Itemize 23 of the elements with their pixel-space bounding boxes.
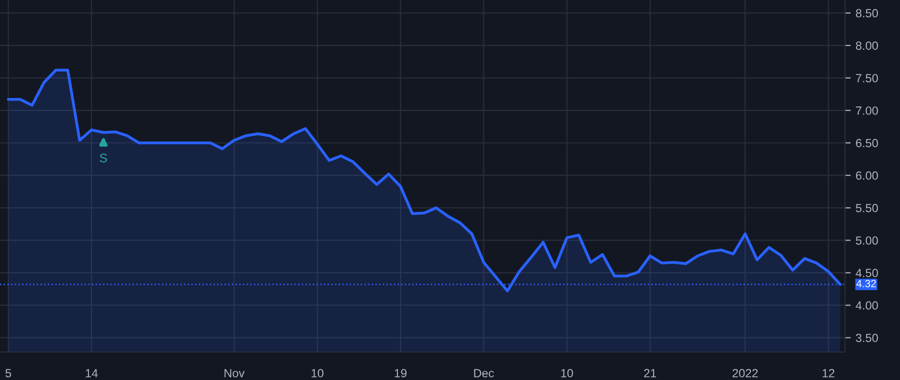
x-tick-label: Nov	[224, 369, 245, 378]
x-tick-label: 5	[6, 369, 12, 378]
x-tick-label: 2022	[732, 368, 758, 378]
y-tick-label: 8.00	[856, 41, 878, 50]
y-tick-label: 7.00	[856, 106, 878, 115]
y-tick-label: 4.50	[856, 268, 878, 278]
y-tick-label: 6.00	[856, 171, 878, 180]
x-tick-label: Dec	[474, 369, 494, 378]
ref-line-label: 4.32	[856, 280, 876, 288]
annotation: S	[100, 154, 107, 162]
y-tick-label: 6.50	[856, 138, 878, 148]
y-tick-label: 8.50	[856, 9, 878, 18]
x-tick-label: 19	[394, 368, 407, 378]
y-tick-label: 3.50	[856, 334, 878, 342]
x-tick-label: 14	[86, 369, 98, 378]
x-tick-label: 12	[822, 368, 834, 378]
y-tick-label: 7.50	[856, 74, 878, 82]
x-tick-label: 10	[312, 368, 324, 378]
x-tick-label: 21	[644, 368, 656, 378]
x-tick-label: 10	[561, 368, 574, 378]
y-tick-label: 5.50	[856, 204, 878, 212]
y-tick-label: 4.00	[856, 301, 878, 310]
y-tick-label: 5.00	[856, 236, 878, 245]
